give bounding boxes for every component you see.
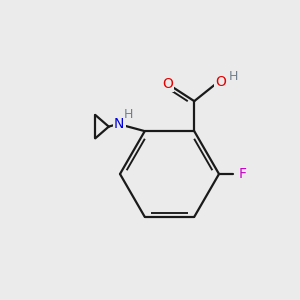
Text: O: O [162,77,173,91]
Text: H: H [229,70,238,83]
Text: F: F [239,167,247,181]
Text: N: N [114,117,124,130]
Text: H: H [124,107,133,121]
Text: O: O [215,75,226,89]
